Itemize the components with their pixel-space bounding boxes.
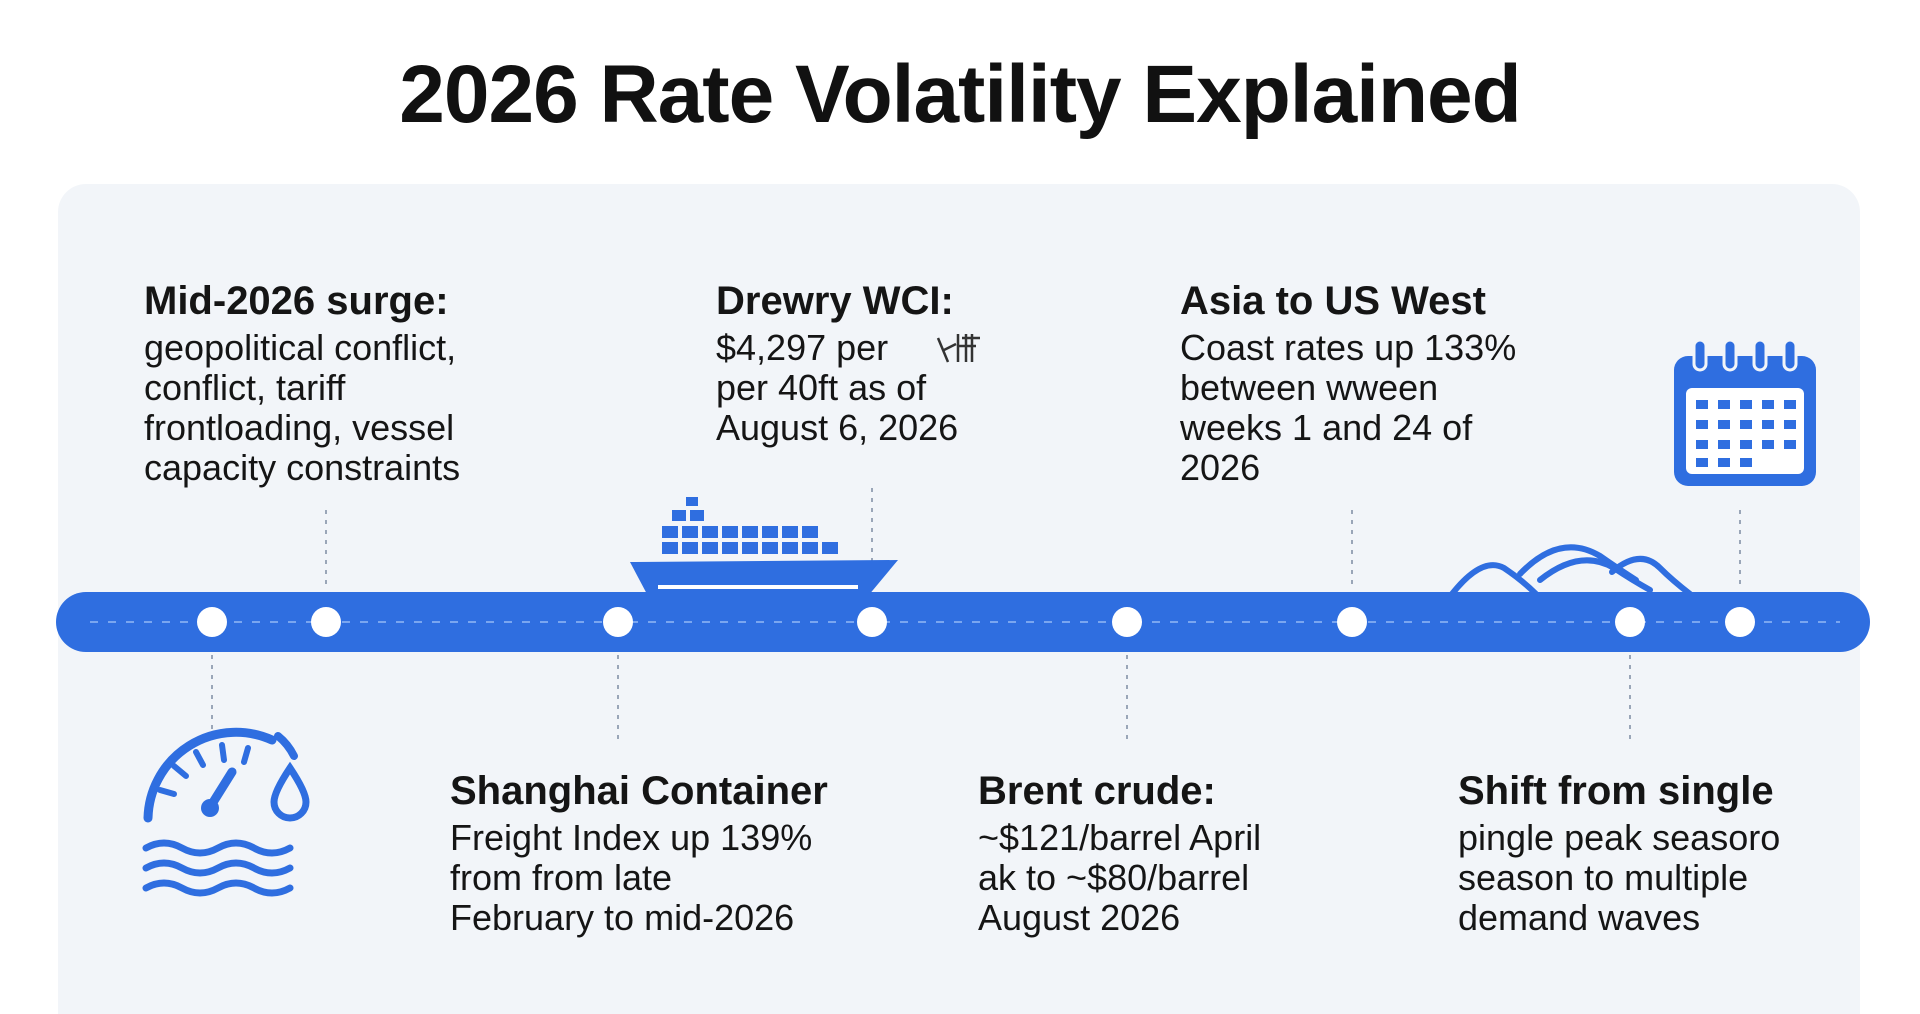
card-heading: Mid-2026 surge:	[144, 279, 449, 323]
card-line: ~$121/barrel April	[978, 817, 1262, 858]
card-drewry-wci: Drewry WCI: $4,297 per per 40ft as of Au…	[716, 278, 958, 448]
cargo-ship-icon	[630, 497, 898, 596]
card-line: per 40ft as of	[716, 367, 927, 408]
card-line: capacity constraints	[144, 447, 461, 488]
card-line: ak to ~$80/barrel	[978, 857, 1250, 898]
card-heading: Shift from single	[1458, 769, 1774, 813]
card-heading: Shanghai Container	[450, 769, 828, 813]
gauge-water-icon	[142, 727, 310, 897]
milestone-dot	[603, 607, 633, 637]
card-line: conflict, tariff	[144, 367, 346, 408]
card-heading: Asia to US West	[1180, 279, 1486, 323]
card-shanghai-container: Shanghai Container Freight Index up 139%…	[450, 768, 828, 938]
card-line: weeks 1 and 24 of	[1180, 407, 1473, 448]
mountain-waves-icon	[1449, 544, 1693, 597]
card-asia-us-west: Asia to US West Coast rates up 133% betw…	[1180, 278, 1516, 488]
card-line: geopolitical conflict,	[144, 327, 457, 368]
card-brent-crude: Brent crude: ~$121/barrel April ak to ~$…	[978, 768, 1261, 938]
card-line: demand waves	[1458, 897, 1701, 938]
timeline-bar	[56, 592, 1870, 652]
card-line: between wween	[1180, 367, 1439, 408]
card-line: pingle peak seasoro	[1458, 817, 1781, 858]
card-line: August 6, 2026	[716, 407, 959, 448]
milestone-dot	[1337, 607, 1367, 637]
calendar-icon	[1674, 338, 1816, 486]
glyph-mark-icon	[936, 334, 980, 363]
card-line: August 2026	[978, 897, 1181, 938]
card-heading: Brent crude:	[978, 769, 1216, 813]
milestone-dot	[1615, 607, 1645, 637]
card-line: $4,297 per	[716, 327, 889, 368]
card-shift-single-peak: Shift from single pingle peak seasoro se…	[1458, 768, 1780, 938]
card-line: from from late	[450, 857, 673, 898]
milestone-dot	[1725, 607, 1755, 637]
page-title: 2026 Rate Volatility Explained	[399, 49, 1521, 140]
card-heading: Drewry WCI:	[716, 279, 954, 323]
card-mid-2026-surge: Mid-2026 surge: geopolitical conflict, c…	[144, 278, 460, 488]
card-line: 2026	[1180, 447, 1261, 488]
milestone-dot	[857, 607, 887, 637]
milestone-dot	[1112, 607, 1142, 637]
milestone-dot	[197, 607, 227, 637]
card-line: frontloading, vessel	[144, 407, 455, 448]
card-line: season to multiple	[1458, 857, 1749, 898]
card-line: Freight Index up 139%	[450, 817, 813, 858]
card-line: February to mid-2026	[450, 897, 795, 938]
milestone-dot	[311, 607, 341, 637]
card-line: Coast rates up 133%	[1180, 327, 1517, 368]
